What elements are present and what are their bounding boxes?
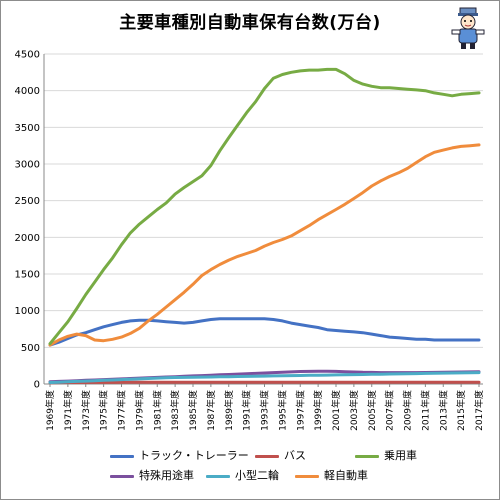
x-tick-label: 2003年度	[348, 390, 360, 431]
legend-label-bus: バス	[284, 449, 306, 462]
y-tick-label: 3000	[15, 160, 40, 171]
legend-item-car: 乗用車	[355, 448, 417, 464]
series-line-truck	[48, 317, 481, 347]
x-tick-label: 1993年度	[259, 390, 271, 431]
legend: トラック・トレーラー バス 乗用車 特殊用途車 小型二輪 軽自動車	[110, 448, 470, 492]
x-tick-label: 1987年度	[205, 390, 217, 431]
x-tick-label: 1991年度	[241, 390, 253, 431]
legend-item-special: 特殊用途車	[110, 468, 194, 484]
x-tick-label: 1995年度	[276, 390, 288, 431]
x-tick-label: 1979年度	[133, 390, 145, 431]
legend-swatch-special	[110, 474, 134, 478]
x-tick-label: 1969年度	[44, 390, 56, 431]
mascot-icon	[451, 7, 485, 49]
x-tick-label: 1983年度	[169, 390, 181, 431]
x-tick-label: 2001年度	[330, 390, 342, 431]
y-axis: 0 500 1000 1500 2000 2500 3000 3500 4000 4500	[15, 50, 40, 391]
legend-swatch-kei	[295, 474, 319, 478]
x-tick-label: 1973年度	[80, 390, 92, 431]
x-tick-label: 1989年度	[223, 390, 235, 431]
legend-swatch-car	[355, 454, 379, 458]
x-tick-label: 1997年度	[294, 390, 306, 431]
x-tick-label: 2015年度	[455, 390, 467, 431]
legend-label-moto: 小型二輪	[235, 469, 279, 482]
legend-item-truck: トラック・トレーラー	[110, 448, 249, 464]
legend-item-bus: バス	[255, 448, 306, 464]
x-tick-label: 1977年度	[116, 390, 128, 431]
x-tick-label: 1971年度	[62, 390, 74, 431]
legend-item-moto: 小型二輪	[206, 468, 279, 484]
x-tick-label: 2011年度	[419, 390, 431, 431]
y-tick-label: 2000	[15, 233, 40, 244]
legend-label-kei: 軽自動車	[324, 469, 368, 482]
y-tick-label: 1500	[15, 270, 40, 281]
series-lines	[48, 67, 481, 385]
y-tick-label: 2500	[15, 196, 40, 207]
y-tick-label: 1000	[15, 306, 40, 317]
x-tick-label: 1975年度	[98, 390, 110, 431]
legend-swatch-truck	[110, 454, 134, 458]
series-line-kei	[48, 143, 481, 347]
x-tick-label: 2005年度	[366, 390, 378, 431]
y-tick-label: 4000	[15, 86, 40, 97]
x-tick-label: 1999年度	[312, 390, 324, 431]
x-tick-label: 2013年度	[437, 390, 449, 431]
series-line-bus	[48, 380, 481, 385]
x-tick-label: 2007年度	[384, 390, 396, 431]
y-tick-label: 500	[21, 343, 40, 354]
legend-swatch-bus	[255, 454, 279, 458]
legend-label-truck: トラック・トレーラー	[139, 449, 249, 462]
series-line-moto	[48, 371, 481, 384]
x-axis: 1969年度 1971年度 1973年度 1975年度 1977年度 1979年度 1981…	[44, 384, 485, 431]
x-tick-label: 2017年度	[473, 390, 485, 431]
legend-label-special: 特殊用途車	[139, 469, 194, 482]
x-tick-label: 2009年度	[402, 390, 414, 431]
chart-title: 主要車種別自動車保有台数(万台)	[119, 13, 381, 33]
legend-label-car: 乗用車	[384, 449, 417, 462]
legend-item-kei: 軽自動車	[295, 468, 368, 484]
y-tick-label: 3500	[15, 123, 40, 134]
x-tick-label: 1985年度	[187, 390, 199, 431]
y-tick-label: 0	[34, 380, 40, 391]
legend-swatch-moto	[206, 474, 230, 478]
y-tick-label: 4500	[15, 50, 40, 61]
grid	[43, 53, 483, 385]
x-tick-label: 1981年度	[151, 390, 163, 431]
series-line-car	[48, 67, 481, 346]
